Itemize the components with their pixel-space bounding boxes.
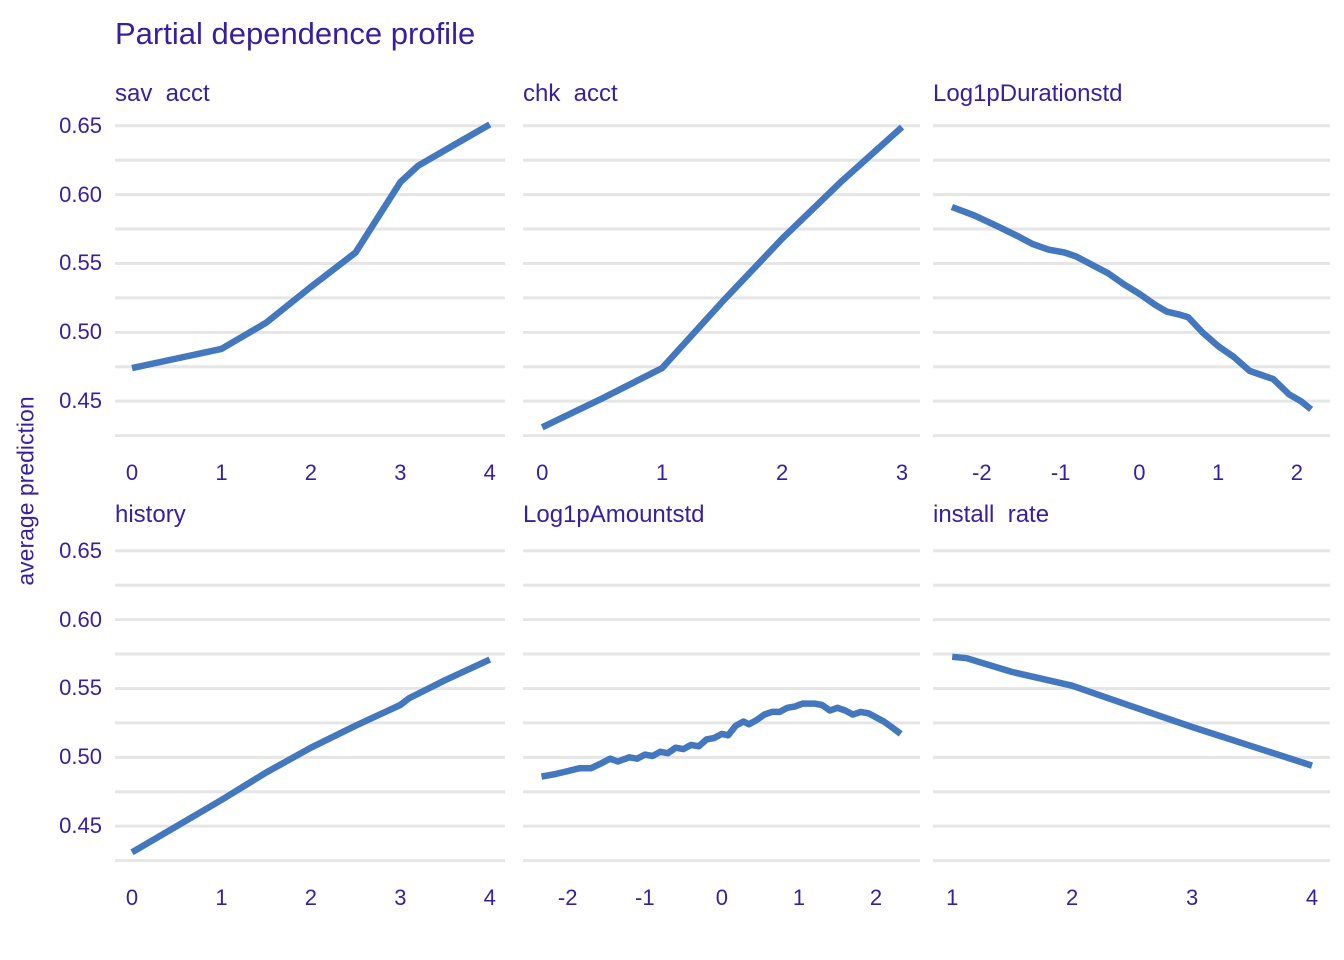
x-axis-tick-label: -2 [557,885,578,910]
x-axis-tick-label: 1 [215,885,228,910]
x-axis-tick-label: 3 [394,885,407,910]
facet-label-sav-acct: sav acct [115,80,210,107]
y-axis-tick-label: 0.45 [59,813,102,839]
x-axis-tick-label: 2 [1290,460,1304,485]
x-axis-tick-label: -2 [972,460,992,485]
panel-sav-acct [115,121,505,438]
x-axis-tick-label: 2 [304,460,318,485]
y-axis-tick-label: 0.65 [59,112,102,138]
y-axis-tick-label: 0.50 [59,319,102,345]
x-axis-tick-label: 3 [1185,885,1199,910]
x-axis-tick-label: 0 [125,460,139,485]
pdp-line-chk-acct [540,124,905,431]
facet-label-log1pamountstd: Log1pAmountstd [523,501,705,528]
pdp-line-history [130,656,492,856]
y-axis-tick-label: 0.55 [59,250,102,276]
x-axis-tick-label: 1 [215,460,228,485]
x-axis-tick-label: 0 [125,885,139,910]
pdp-line-sav-acct [131,121,492,372]
pdp-line-log1pdurationstd [950,203,1314,412]
x-axis-tick-label: -1 [1050,460,1071,485]
x-axis-tick-label: 4 [1305,885,1319,910]
y-axis-tick-label: 0.45 [59,388,102,414]
x-axis-tick-label: 0 [715,885,728,910]
panel-log1pdurationstd [933,124,1330,438]
panel-install-rate [933,549,1330,863]
x-axis-tick-label: 0 [536,460,549,485]
panel-log1pamountstd [523,549,920,863]
x-axis-tick-label: 2 [775,460,789,485]
x-axis-tick-label: 0 [1133,460,1146,485]
x-axis-tick-label: 3 [895,460,909,485]
x-axis-tick-label: 4 [483,885,496,910]
x-axis-tick-label: 1 [792,885,806,910]
x-axis-tick-label: -1 [635,885,655,910]
pdp-line-log1pamountstd [540,700,903,780]
y-axis-tick-label: 0.60 [59,181,102,207]
y-axis-tick-label: 0.50 [59,744,102,770]
panel-history [115,549,505,863]
facet-label-install-rate: install rate [933,501,1050,528]
x-axis-tick-label: 1 [1212,460,1225,485]
pdp-line-install-rate [951,653,1313,769]
y-axis-tick-label: 0.65 [59,537,102,563]
y-axis-tick-label: 0.60 [59,606,102,632]
x-axis-tick-label: 4 [483,460,496,485]
x-axis-tick-label: 3 [394,460,407,485]
panel-chk-acct [523,124,920,438]
y-axis-title: average prediction [12,396,39,586]
x-axis-tick-label: 2 [869,885,883,910]
x-axis-tick-label: 2 [1066,885,1079,910]
x-axis-tick-label: 2 [304,885,318,910]
facet-label-chk-acct: chk acct [523,80,618,107]
facet-label-log1pdurationstd: Log1pDurationstd [933,80,1123,107]
facet-label-history: history [115,501,186,528]
x-axis-tick-label: 1 [946,885,959,910]
chart-title: Partial dependence profile [115,16,476,51]
y-axis-tick-label: 0.55 [59,675,102,701]
x-axis-tick-label: 1 [656,460,669,485]
